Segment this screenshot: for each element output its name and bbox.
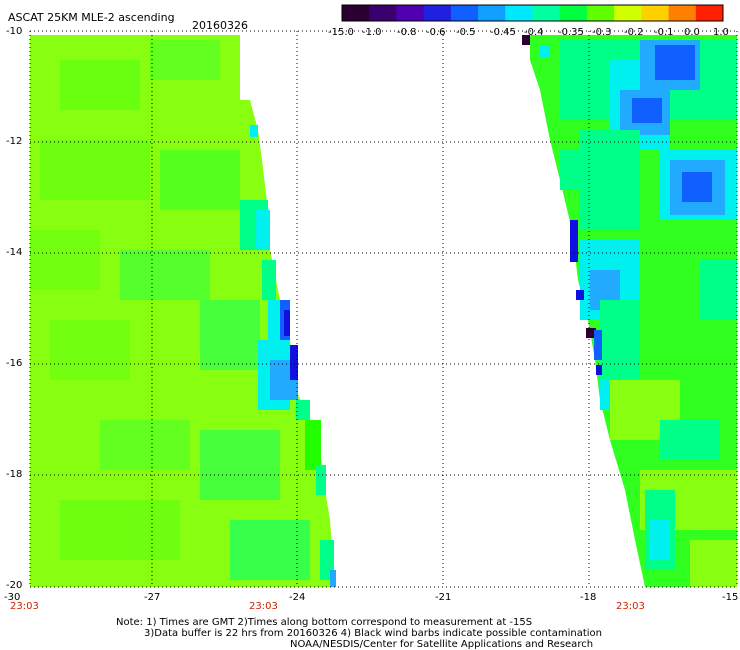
colorbar-tick: -0.5: [456, 27, 476, 38]
colorbar-tick: -15.0: [328, 27, 354, 38]
x-tick-label: -30: [4, 592, 21, 603]
colorbar-swatch: [423, 5, 452, 21]
colorbar-swatch: [695, 5, 724, 21]
time-label: 23:03: [249, 601, 278, 612]
y-tick-label: -12: [6, 136, 23, 147]
left-swath-edge: [240, 125, 336, 587]
colorbar-swatch: [342, 5, 370, 21]
colorbar-tick: -0.35: [558, 27, 584, 38]
y-tick-label: -18: [6, 469, 23, 480]
map-title: ASCAT 25KM MLE-2 ascending: [8, 11, 175, 24]
colorbar-tick: -0.2: [624, 27, 644, 38]
x-tick-label: -18: [580, 592, 597, 603]
y-tick-label: -20: [6, 580, 23, 591]
time-label: 23:03: [616, 601, 645, 612]
colorbar-swatch: [614, 5, 642, 21]
x-tick-label: -24: [289, 592, 306, 603]
right-swath-edge: [522, 35, 610, 410]
colorbar-swatch: [559, 5, 588, 21]
right-swath-patches: [560, 40, 737, 587]
note-line-2: 3)Data buffer is 22 hrs from 20160326 4)…: [144, 628, 602, 639]
x-tick-label: -27: [144, 592, 161, 603]
colorbar-swatch: [532, 5, 561, 21]
y-tick-label: -10: [6, 26, 23, 37]
colorbar-swatch: [450, 5, 479, 21]
map-date: 20160326: [192, 19, 248, 32]
colorbar-swatch: [505, 5, 533, 21]
colorbar-tick: 1.0: [713, 27, 729, 38]
x-tick-label: -15: [722, 592, 739, 603]
grid-lines: [29, 30, 738, 588]
colorbar-tick: -0.4: [524, 27, 544, 38]
left-swath-patches: [30, 40, 310, 580]
colorbar-tick: -0.8: [397, 27, 417, 38]
note-line-3: NOAA/NESDIS/Center for Satellite Applica…: [290, 639, 594, 650]
colorbar-swatch: [586, 5, 615, 21]
colorbar-swatch: [668, 5, 697, 21]
colorbar-swatch: [478, 5, 506, 21]
colorbar: [341, 4, 724, 22]
colorbar-tick: -0.1: [654, 27, 674, 38]
colorbar-swatch: [396, 5, 425, 21]
time-label: 23:03: [10, 601, 39, 612]
swath-layer: [30, 35, 737, 587]
x-tick-label: -21: [435, 592, 452, 603]
y-tick-label: -14: [6, 247, 23, 258]
y-tick-label: -16: [6, 358, 23, 369]
colorbar-swatch: [369, 5, 397, 21]
note-line-1: Note: 1) Times are GMT 2)Times along bot…: [116, 617, 533, 628]
colorbar-swatch: [641, 5, 670, 21]
colorbar-tick: -0.45: [490, 27, 516, 38]
colorbar-tick: -0.3: [592, 27, 612, 38]
colorbar-border: [341, 4, 724, 22]
colorbar-tick: -0.6: [426, 27, 446, 38]
colorbar-tick: 0.0: [684, 27, 700, 38]
colorbar-tick: -1.0: [362, 27, 382, 38]
